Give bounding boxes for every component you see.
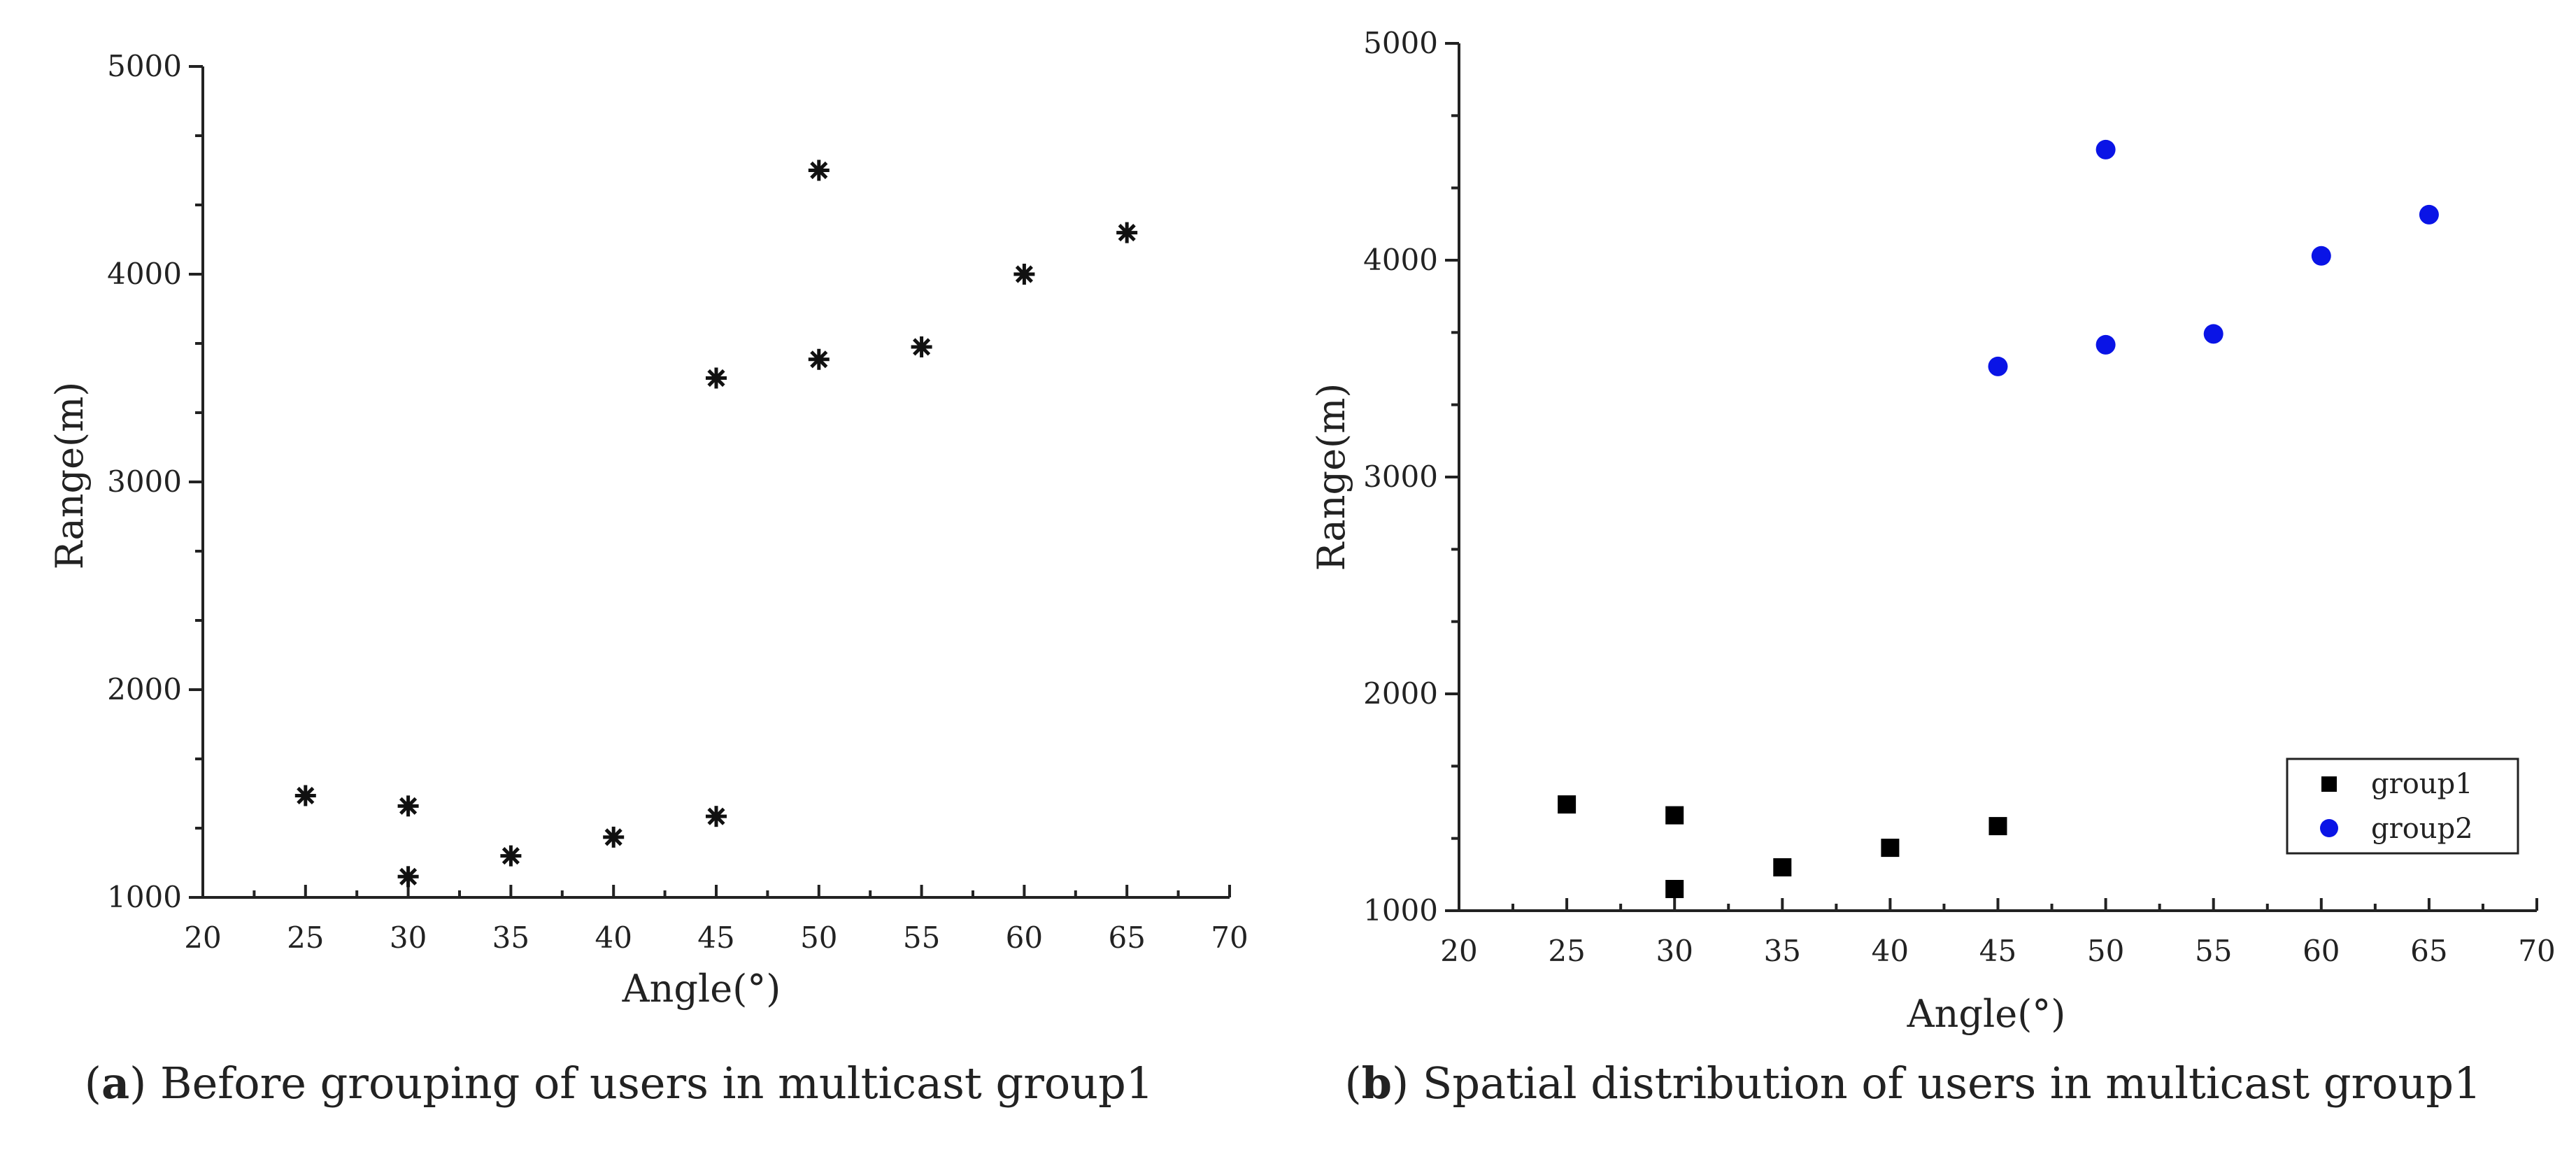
y-tick-label: 1000 — [1363, 893, 1438, 927]
x-tick-label: 40 — [1872, 934, 1909, 968]
x-tick-label: 30 — [390, 920, 427, 955]
data-point-users — [706, 367, 727, 389]
data-point-users — [603, 826, 625, 848]
panel-b-legend: group1 group2 — [2286, 758, 2519, 855]
data-point-users — [1116, 222, 1138, 243]
data-point-users — [397, 866, 419, 888]
panel-a: 20 25 30 35 40 45 50 55 60 65 70 1000 2000 3000 4000 50… — [48, 49, 1248, 1109]
y-tick-label: 5000 — [107, 49, 182, 83]
panel-a-ticks: 20 25 30 35 40 45 50 55 60 65 70 1000 2000 3000 4000 50… — [107, 49, 1248, 955]
y-tick-label: 3000 — [107, 464, 182, 499]
data-point-users — [706, 806, 727, 827]
panel-a-caption: (a) Before grouping of users in multicas… — [85, 1058, 1153, 1109]
panel-b-y-axis-label: Range(m) — [1309, 383, 1353, 571]
panel-b-caption-tag: b — [1362, 1058, 1392, 1109]
legend-group1-marker — [2321, 776, 2337, 792]
y-tick-label: 1000 — [107, 880, 182, 914]
data-point-users — [500, 845, 522, 867]
x-tick-label: 45 — [697, 920, 734, 955]
x-tick-label: 35 — [492, 920, 529, 955]
panel-b-x-axis-label: Angle(°) — [1907, 992, 2066, 1036]
data-point-group1 — [1988, 817, 2007, 836]
x-tick-label: 20 — [1440, 934, 1477, 968]
panel-b-ticks: 20 25 30 35 40 45 50 55 60 65 70 1000 2000 3000 4000 50… — [1363, 26, 2556, 968]
x-tick-label: 65 — [1108, 920, 1145, 955]
x-tick-label: 20 — [184, 920, 221, 955]
data-point-group1 — [1665, 806, 1684, 825]
y-tick-label: 2000 — [1363, 676, 1438, 711]
panel-a-x-axis-label: Angle(°) — [622, 967, 781, 1011]
data-point-group2 — [2311, 246, 2331, 266]
x-tick-label: 60 — [1006, 920, 1043, 955]
x-tick-label: 25 — [287, 920, 324, 955]
x-tick-label: 50 — [800, 920, 837, 955]
y-tick-label: 4000 — [107, 257, 182, 291]
panel-b: 20 25 30 35 40 45 50 55 60 65 70 1000 2000 3000 4000 50… — [1309, 26, 2556, 1109]
data-point-group2 — [2095, 334, 2116, 355]
legend-group2-marker — [2320, 819, 2338, 837]
panel-a-points — [294, 159, 1138, 888]
panel-b-points — [1558, 139, 2439, 898]
data-point-users — [808, 159, 830, 181]
x-tick-label: 40 — [595, 920, 632, 955]
x-tick-label: 65 — [2410, 934, 2447, 968]
data-point-group1 — [1558, 795, 1577, 814]
data-point-group2 — [1988, 356, 2008, 376]
data-point-users — [911, 336, 932, 357]
legend-box — [2286, 758, 2519, 855]
data-point-users — [397, 795, 419, 817]
data-point-group1 — [1881, 839, 1900, 858]
data-point-group2 — [2095, 139, 2116, 159]
x-tick-label: 45 — [1979, 934, 2016, 968]
x-tick-label: 30 — [1656, 934, 1693, 968]
x-tick-label: 70 — [1211, 920, 1248, 955]
x-tick-label: 55 — [2195, 934, 2232, 968]
x-tick-label: 25 — [1548, 934, 1585, 968]
panel-b-caption: (b) Spatial distribution of users in mul… — [1344, 1058, 2481, 1109]
data-point-users — [294, 785, 316, 806]
y-tick-label: 3000 — [1363, 460, 1438, 494]
panel-a-caption-text: Before grouping of users in multicast gr… — [160, 1058, 1153, 1109]
x-tick-label: 70 — [2518, 934, 2555, 968]
y-tick-label: 5000 — [1363, 26, 1438, 60]
data-point-group1 — [1773, 858, 1792, 876]
panel-b-caption-text: Spatial distribution of users in multica… — [1423, 1058, 2482, 1109]
data-point-group2 — [2203, 324, 2223, 344]
data-point-users — [808, 348, 830, 370]
x-tick-label: 35 — [1764, 934, 1801, 968]
panel-a-y-axis-label: Range(m) — [48, 382, 92, 570]
data-point-group2 — [2419, 204, 2439, 225]
y-tick-label: 4000 — [1363, 243, 1438, 277]
data-point-group1 — [1665, 880, 1684, 898]
data-point-users — [1013, 264, 1035, 285]
panel-a-axes — [201, 66, 1230, 899]
legend-group2-label: group2 — [2371, 813, 2473, 845]
x-tick-label: 50 — [2087, 934, 2124, 968]
y-tick-label: 2000 — [107, 672, 182, 706]
panel-a-caption-tag: a — [101, 1058, 129, 1109]
x-tick-label: 60 — [2303, 934, 2340, 968]
legend-group1-label: group1 — [2371, 768, 2473, 800]
x-tick-label: 55 — [903, 920, 940, 955]
